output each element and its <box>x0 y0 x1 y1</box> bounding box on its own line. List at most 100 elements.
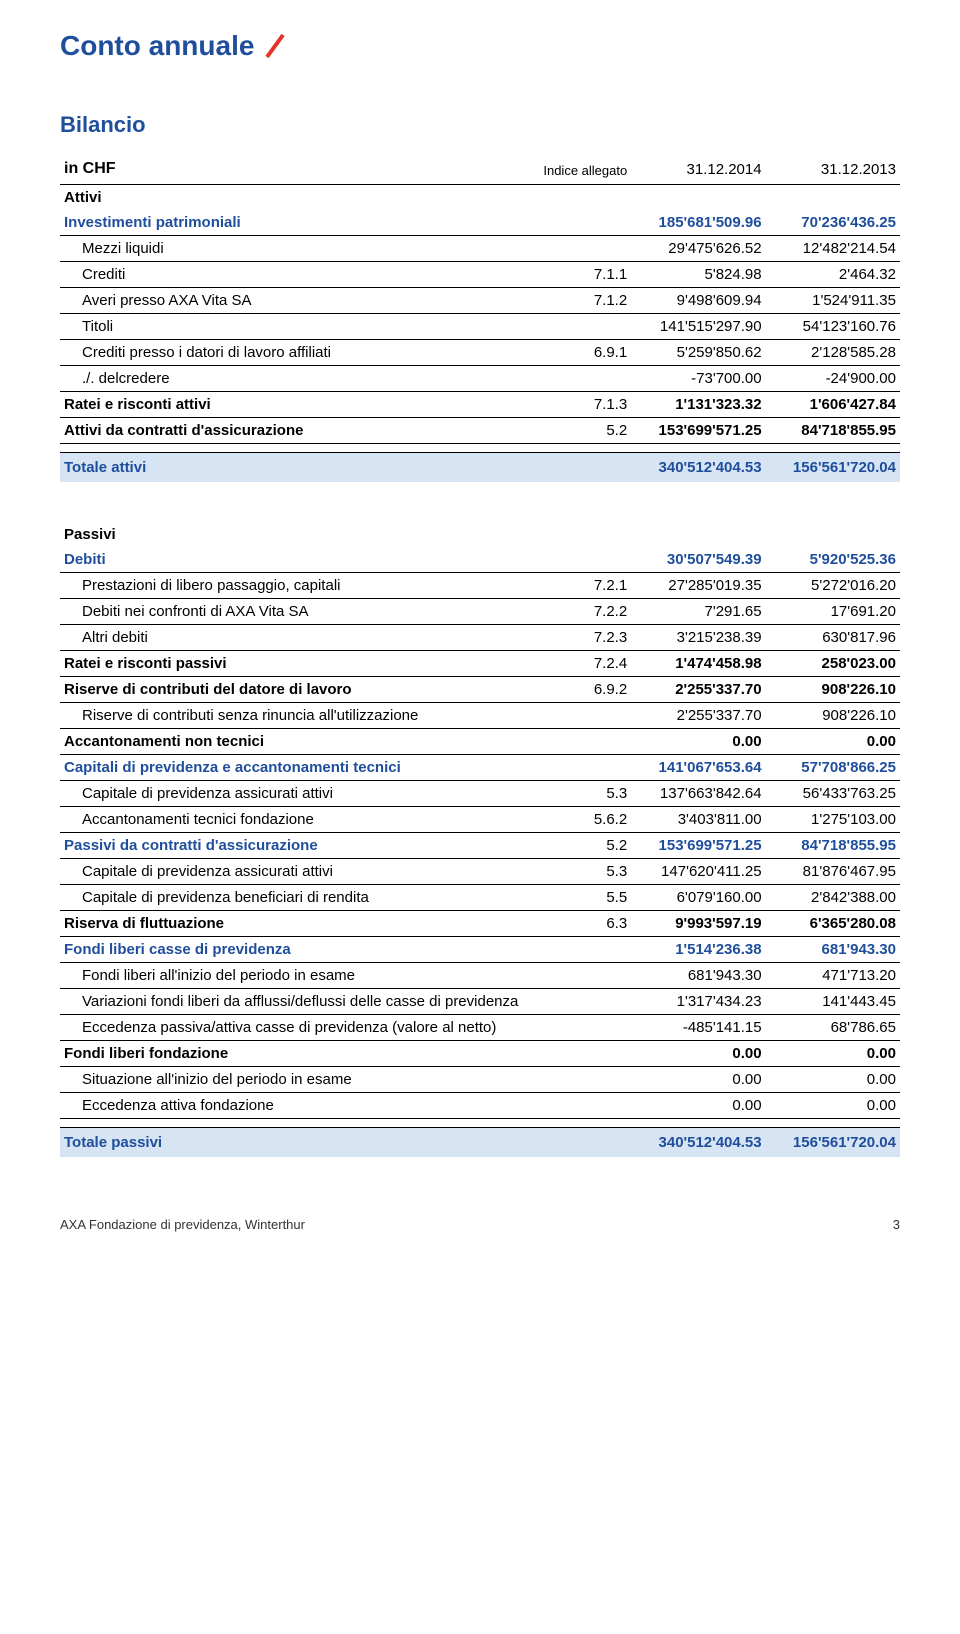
row-v1: 5'259'850.62 <box>631 340 765 366</box>
row-v2: 84'718'855.95 <box>766 833 900 859</box>
row-idx: 7.2.4 <box>530 651 631 677</box>
row-v1: 0.00 <box>631 1093 765 1119</box>
slash-icon <box>262 33 288 59</box>
table-row: Variazioni fondi liberi da afflussi/defl… <box>60 989 900 1015</box>
hdr-idx: Indice allegato <box>530 156 631 185</box>
row-idx: 7.2.3 <box>530 625 631 651</box>
row-idx <box>530 366 631 392</box>
table-row: Riserve di contributi senza rinuncia all… <box>60 703 900 729</box>
passivi-heading: Passivi <box>60 522 530 547</box>
table-row: Capitale di previdenza assicurati attivi… <box>60 859 900 885</box>
row-v2: 1'606'427.84 <box>766 392 900 418</box>
row-v2: 2'842'388.00 <box>766 885 900 911</box>
row-label: Accantonamenti tecnici fondazione <box>60 807 530 833</box>
footer-left: AXA Fondazione di previdenza, Winterthur <box>60 1217 305 1232</box>
row-idx <box>530 963 631 989</box>
page-footer: AXA Fondazione di previdenza, Winterthur… <box>60 1217 900 1232</box>
row-idx <box>530 703 631 729</box>
row-idx: 5.3 <box>530 781 631 807</box>
hdr-col1: 31.12.2014 <box>631 156 765 185</box>
row-v1: 2'255'337.70 <box>631 703 765 729</box>
row-idx: 5.5 <box>530 885 631 911</box>
row-v2: 17'691.20 <box>766 599 900 625</box>
table-row: Accantonamenti tecnici fondazione5.6.23'… <box>60 807 900 833</box>
row-v2: 681'943.30 <box>766 937 900 963</box>
row-v1: 27'285'019.35 <box>631 573 765 599</box>
table-row: Prestazioni di libero passaggio, capital… <box>60 573 900 599</box>
row-v1: 29'475'626.52 <box>631 236 765 262</box>
row-label: Capitali di previdenza e accantonamenti … <box>60 755 530 781</box>
row-label: Riserve di contributi del datore di lavo… <box>60 677 530 703</box>
total-label: Totale attivi <box>60 453 530 483</box>
row-label: Attivi da contratti d'assicurazione <box>60 418 530 444</box>
row-idx <box>530 1067 631 1093</box>
table-row: Ratei e risconti attivi7.1.31'131'323.32… <box>60 392 900 418</box>
attivi-heading: Attivi <box>60 185 530 211</box>
table-row: Investimenti patrimoniali185'681'509.967… <box>60 210 900 236</box>
separator-row <box>60 1119 900 1128</box>
section-title: Bilancio <box>60 112 900 138</box>
table-row: Accantonamenti non tecnici0.000.00 <box>60 729 900 755</box>
row-v1: 1'317'434.23 <box>631 989 765 1015</box>
row-idx <box>530 729 631 755</box>
row-v2: 6'365'280.08 <box>766 911 900 937</box>
row-v2: 70'236'436.25 <box>766 210 900 236</box>
row-idx: 5.6.2 <box>530 807 631 833</box>
table-row: Fondi liberi casse di previdenza1'514'23… <box>60 937 900 963</box>
row-v2: 84'718'855.95 <box>766 418 900 444</box>
row-idx: 5.2 <box>530 418 631 444</box>
row-v1: 0.00 <box>631 729 765 755</box>
row-v2: 2'128'585.28 <box>766 340 900 366</box>
table-row: Fondi liberi all'inizio del periodo in e… <box>60 963 900 989</box>
row-v1: 7'291.65 <box>631 599 765 625</box>
row-v2: 57'708'866.25 <box>766 755 900 781</box>
row-idx <box>530 1093 631 1119</box>
row-idx: 7.2.1 <box>530 573 631 599</box>
row-v1: 2'255'337.70 <box>631 677 765 703</box>
table-row: Passivi da contratti d'assicurazione5.21… <box>60 833 900 859</box>
table-row: Averi presso AXA Vita SA7.1.29'498'609.9… <box>60 288 900 314</box>
page-title-text: Conto annuale <box>60 30 254 62</box>
total-row-passivi: Totale passivi 340'512'404.53 156'561'72… <box>60 1128 900 1158</box>
row-v2: 0.00 <box>766 1093 900 1119</box>
row-idx: 7.1.1 <box>530 262 631 288</box>
table-row: Crediti presso i datori di lavoro affili… <box>60 340 900 366</box>
row-v1: 137'663'842.64 <box>631 781 765 807</box>
row-idx: 5.3 <box>530 859 631 885</box>
row-label: Riserve di contributi senza rinuncia all… <box>60 703 530 729</box>
row-idx: 6.3 <box>530 911 631 937</box>
row-v2: 908'226.10 <box>766 703 900 729</box>
row-idx: 7.1.3 <box>530 392 631 418</box>
row-v1: 5'824.98 <box>631 262 765 288</box>
row-label: Debiti <box>60 547 530 573</box>
row-label: Mezzi liquidi <box>60 236 530 262</box>
row-label: Altri debiti <box>60 625 530 651</box>
row-v2: 54'123'160.76 <box>766 314 900 340</box>
row-label: Capitale di previdenza assicurati attivi <box>60 781 530 807</box>
row-v1: 9'993'597.19 <box>631 911 765 937</box>
row-label: Variazioni fondi liberi da afflussi/defl… <box>60 989 530 1015</box>
table-row: Crediti7.1.15'824.982'464.32 <box>60 262 900 288</box>
table-row: Ratei e risconti passivi7.2.41'474'458.9… <box>60 651 900 677</box>
row-v2: 0.00 <box>766 1041 900 1067</box>
row-v1: 0.00 <box>631 1067 765 1093</box>
row-v2: 630'817.96 <box>766 625 900 651</box>
table-row: Riserva di fluttuazione6.39'993'597.196'… <box>60 911 900 937</box>
row-v1: -485'141.15 <box>631 1015 765 1041</box>
row-v1: 30'507'549.39 <box>631 547 765 573</box>
row-label: Debiti nei confronti di AXA Vita SA <box>60 599 530 625</box>
table-row: Altri debiti7.2.33'215'238.39630'817.96 <box>60 625 900 651</box>
row-idx <box>530 236 631 262</box>
row-v2: 56'433'763.25 <box>766 781 900 807</box>
row-idx <box>530 989 631 1015</box>
row-label: Ratei e risconti attivi <box>60 392 530 418</box>
row-v2: 68'786.65 <box>766 1015 900 1041</box>
bilancio-table: in CHF Indice allegato 31.12.2014 31.12.… <box>60 156 900 1157</box>
row-label: Investimenti patrimoniali <box>60 210 530 236</box>
hdr-col2: 31.12.2013 <box>766 156 900 185</box>
separator-row <box>60 444 900 453</box>
row-label: Ratei e risconti passivi <box>60 651 530 677</box>
row-label: Prestazioni di libero passaggio, capital… <box>60 573 530 599</box>
total-row-attivi: Totale attivi 340'512'404.53 156'561'720… <box>60 453 900 483</box>
page-title: Conto annuale <box>60 30 900 62</box>
